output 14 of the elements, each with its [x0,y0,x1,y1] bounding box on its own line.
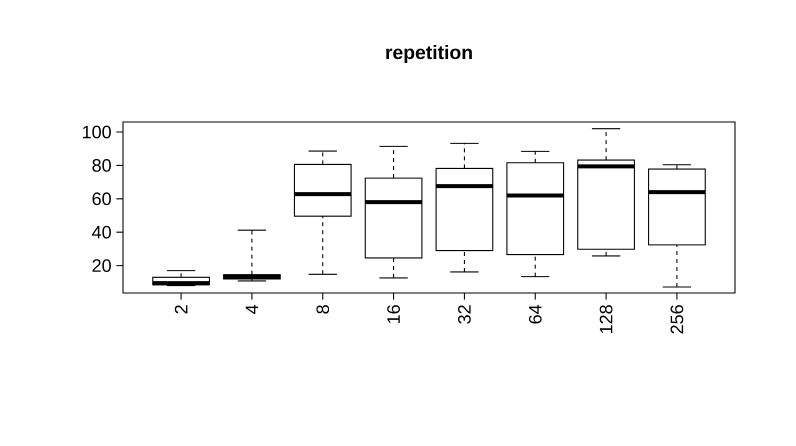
y-tick-label: 60 [92,192,111,206]
x-tick-label: 128 [600,305,612,334]
x-tick-label: 32 [458,305,471,324]
x-tick-label: 256 [670,305,684,334]
x-tick-label: 64 [528,304,542,324]
y-tick-label: 20 [92,259,111,272]
x-tick-label: 4 [246,304,258,314]
chart-title: repetition [386,44,472,64]
x-tick-label: 8 [316,305,330,314]
x-tick-label: 16 [387,305,400,324]
y-tick-label: 80 [92,159,111,172]
x-tick-label: 2 [174,305,188,314]
y-tick-label: 100 [82,126,111,138]
y-tick-label: 40 [92,226,111,239]
